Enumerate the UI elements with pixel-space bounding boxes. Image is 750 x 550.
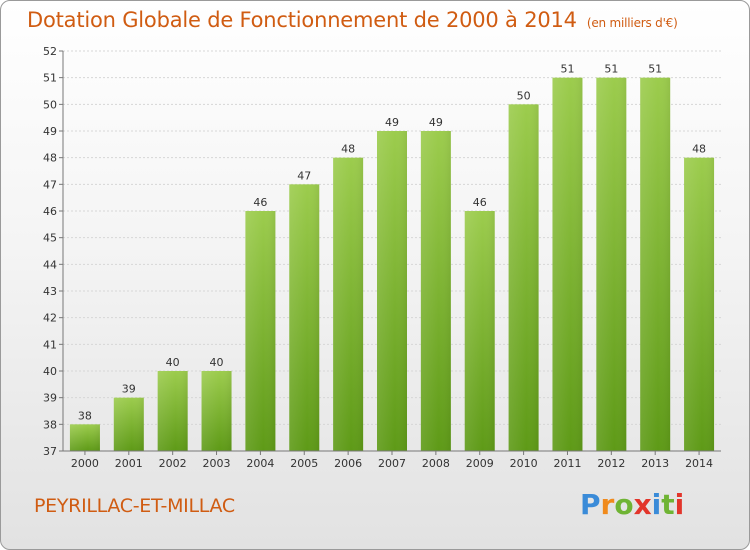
logo-letter: i xyxy=(674,488,685,521)
bar-value-label: 51 xyxy=(648,63,662,76)
x-tick-label: 2001 xyxy=(115,457,143,470)
bar-shade xyxy=(640,77,671,452)
bar-value-label: 48 xyxy=(692,143,706,156)
chart-title-text: Dotation Globale de Fonctionnement de 20… xyxy=(27,8,577,32)
x-tick-label: 2013 xyxy=(641,457,669,470)
y-tick-label: 40 xyxy=(43,365,57,378)
bar-shade xyxy=(377,131,407,451)
bar-shade xyxy=(157,371,188,451)
bar-shade xyxy=(333,157,364,451)
bar-value-label: 40 xyxy=(210,356,224,369)
logo-letter: x xyxy=(633,488,652,521)
y-tick-label: 45 xyxy=(43,232,57,245)
x-tick-label: 2012 xyxy=(597,457,625,470)
logo-letter: r xyxy=(600,488,615,521)
bar-shade xyxy=(245,211,276,451)
bar-shade xyxy=(289,184,320,452)
x-tick-label: 2014 xyxy=(685,457,713,470)
x-tick-label: 2000 xyxy=(71,457,99,470)
bar-shade xyxy=(552,77,583,452)
y-tick-label: 37 xyxy=(43,445,57,458)
x-tick-label: 2007 xyxy=(378,457,406,470)
y-tick-label: 51 xyxy=(43,72,57,85)
x-tick-label: 2008 xyxy=(422,457,450,470)
bar-value-label: 48 xyxy=(341,143,355,156)
y-tick-label: 38 xyxy=(43,418,57,431)
bar-value-label: 46 xyxy=(253,196,267,209)
x-tick-label: 2006 xyxy=(334,457,362,470)
bar-shade xyxy=(684,157,715,451)
bar-value-label: 49 xyxy=(385,116,399,129)
logo-letter: P xyxy=(580,488,601,521)
y-tick-label: 47 xyxy=(43,178,57,191)
logo-letter: i xyxy=(651,488,662,521)
bar-shade xyxy=(596,77,627,452)
y-tick-label: 42 xyxy=(43,312,57,325)
bars: 38 39 40 40 46 47 48 49 49 46 50 51 51 51 48 xyxy=(69,63,715,452)
y-tick-label: 49 xyxy=(43,125,57,138)
bar-value-label: 40 xyxy=(166,356,180,369)
logo-letter: t xyxy=(661,488,675,521)
x-axis: 2000 2001 2002 2003 2004 2005 2006 2007 2008 2009… xyxy=(63,450,721,470)
chart-unit: (en milliers d'€) xyxy=(586,16,678,30)
x-tick-label: 2002 xyxy=(159,457,187,470)
y-tick-label: 48 xyxy=(43,152,57,165)
y-tick-label: 46 xyxy=(43,205,57,218)
chart-title: Dotation Globale de Fonctionnement de 20… xyxy=(27,8,678,32)
x-tick-label: 2011 xyxy=(553,457,581,470)
bar-value-label: 39 xyxy=(122,383,136,396)
proxiti-logo: Proxiti xyxy=(580,488,684,521)
x-tick-label: 2004 xyxy=(246,457,274,470)
bar-shade xyxy=(69,424,100,451)
bar-value-label: 49 xyxy=(429,116,443,129)
x-tick-label: 2010 xyxy=(510,457,538,470)
y-tick-label: 39 xyxy=(43,392,57,405)
bar-value-label: 51 xyxy=(560,63,574,76)
commune-name: PEYRILLAC-ET-MILLAC xyxy=(34,495,235,517)
x-tick-label: 2003 xyxy=(203,457,231,470)
y-tick-label: 44 xyxy=(43,258,57,271)
logo-letter: o xyxy=(614,488,634,521)
bar-value-label: 51 xyxy=(604,63,618,76)
bar-shade xyxy=(113,397,144,451)
y-tick-label: 41 xyxy=(43,338,57,351)
bar-shade xyxy=(201,371,232,451)
y-tick-label: 52 xyxy=(43,45,57,58)
bar-shade xyxy=(420,131,451,451)
y-tick-label: 50 xyxy=(43,98,57,111)
bar-value-label: 38 xyxy=(78,409,92,422)
bar-value-label: 46 xyxy=(473,196,487,209)
bar-value-label: 47 xyxy=(297,169,311,182)
x-tick-label: 2005 xyxy=(290,457,318,470)
y-axis: 37 38 39 40 41 42 43 44 45 46 47 48 49 50 51 52 xyxy=(43,45,64,458)
y-tick-label: 43 xyxy=(43,285,57,298)
bar-value-label: 50 xyxy=(517,89,531,102)
bar-shade xyxy=(464,211,495,451)
bar-shade xyxy=(508,104,539,451)
x-tick-label: 2009 xyxy=(466,457,494,470)
